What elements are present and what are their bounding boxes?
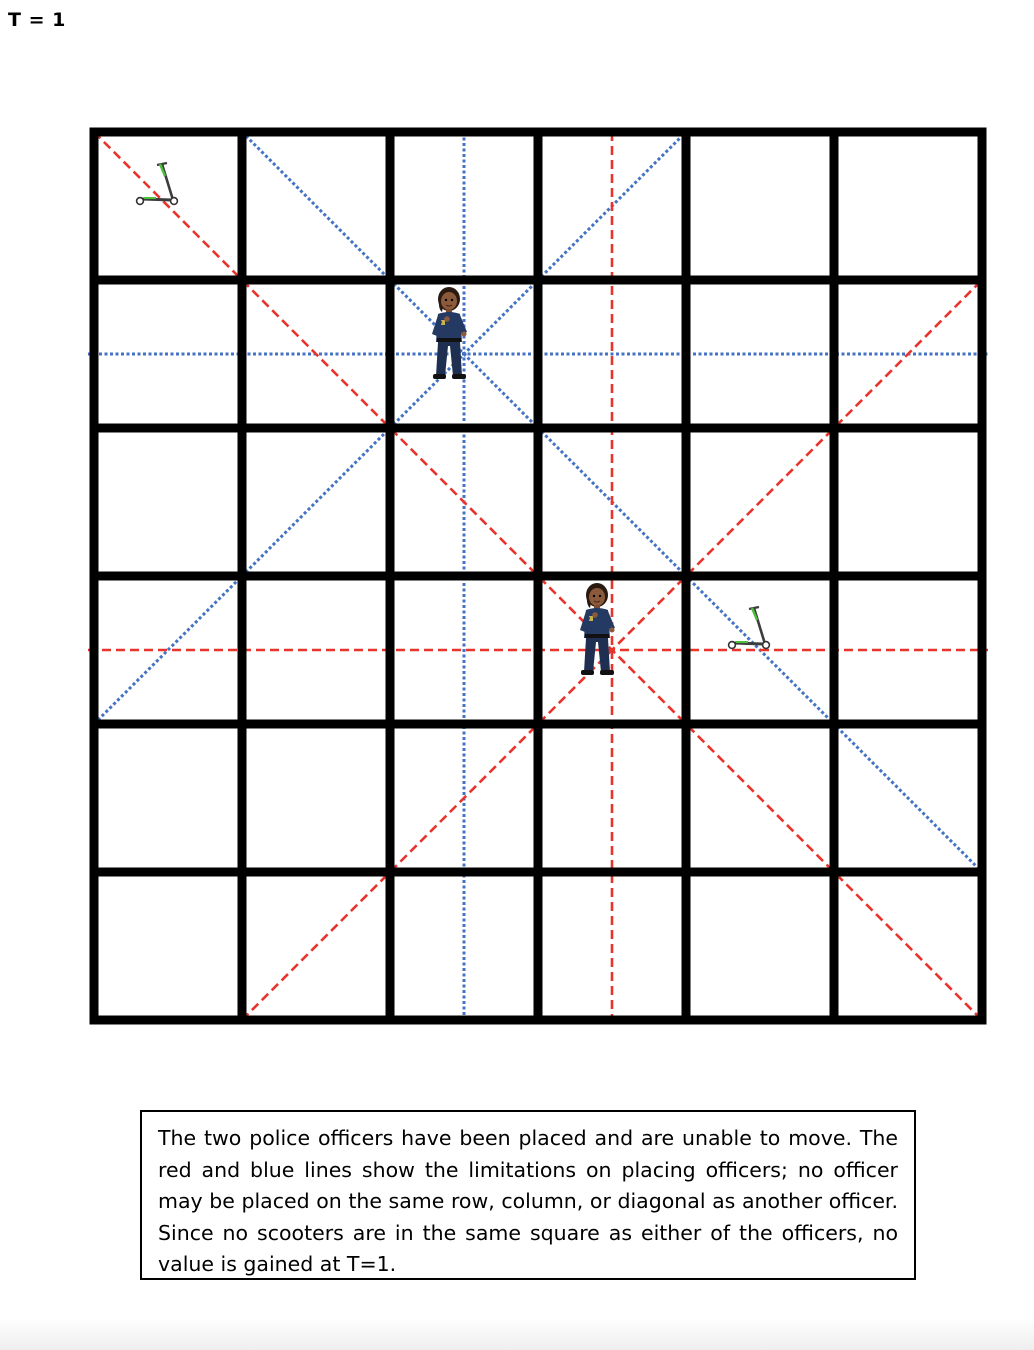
scooter-icon xyxy=(135,161,179,206)
grid-line-horizontal xyxy=(89,1015,987,1025)
grid-line-horizontal xyxy=(89,423,987,433)
game-board xyxy=(88,127,988,1025)
grid-cell xyxy=(242,724,390,872)
caption-box: The two police officers have been placed… xyxy=(140,1110,916,1280)
grid-cell xyxy=(94,724,242,872)
grid-line-horizontal xyxy=(89,275,987,285)
grid-cell xyxy=(686,132,834,280)
anti-diagonal-line xyxy=(241,279,983,1021)
grid-line-horizontal xyxy=(89,719,987,729)
grid-line-horizontal xyxy=(89,127,987,137)
scooter-icon xyxy=(727,605,771,650)
time-step-label: T = 1 xyxy=(8,9,66,31)
grid-cell xyxy=(94,872,242,1020)
grid-line-horizontal xyxy=(89,571,987,581)
grid-lines xyxy=(89,127,987,1025)
grid-line-horizontal xyxy=(89,867,987,877)
grid-cell xyxy=(686,872,834,1020)
police-officer-icon xyxy=(580,583,615,675)
pieces xyxy=(135,161,771,675)
police-officer-icon xyxy=(432,287,467,379)
caption-text: The two police officers have been placed… xyxy=(158,1126,898,1276)
grid-cell xyxy=(834,428,982,576)
grid-cell xyxy=(834,132,982,280)
page-bottom-edge xyxy=(0,1318,1034,1350)
grid-cell xyxy=(94,428,242,576)
